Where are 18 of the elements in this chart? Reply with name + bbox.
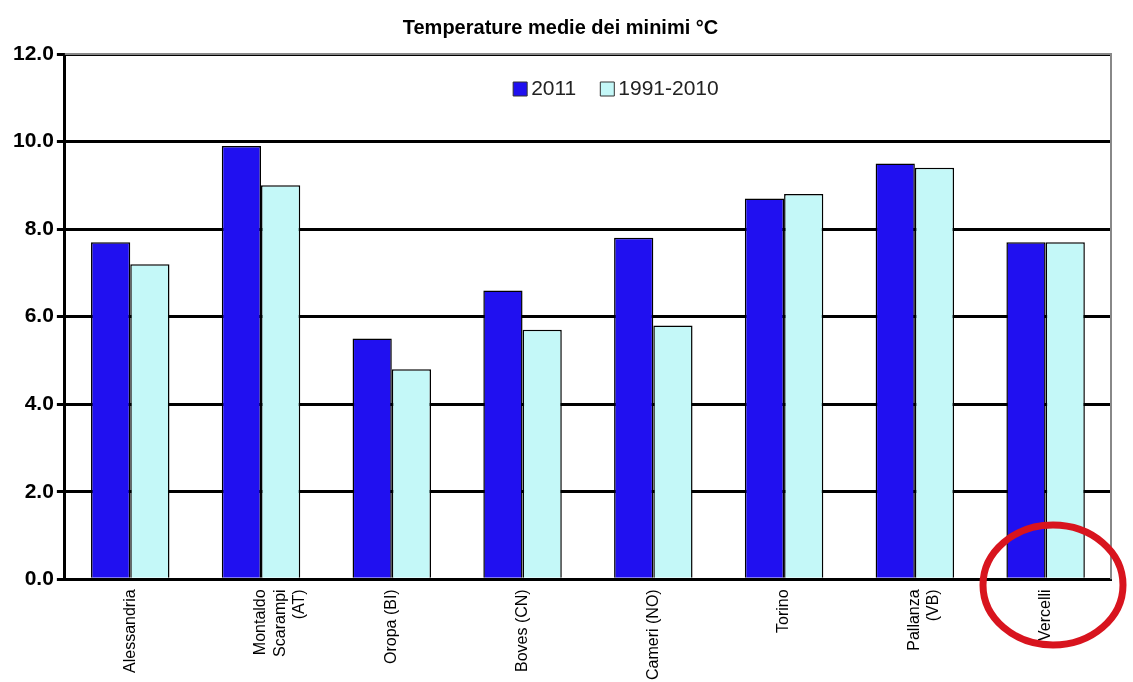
- y-tick-label: 0.0: [24, 566, 54, 590]
- x-tick-label: Torino: [774, 589, 792, 633]
- x-tick-label: Pallanza (VB): [905, 589, 942, 651]
- x-tick-label: Oropa (BI): [382, 589, 400, 665]
- y-tick-label: 2.0: [24, 478, 54, 502]
- y-tick-label: 4.0: [24, 391, 54, 415]
- legend-label: 1991-2010: [618, 75, 719, 99]
- x-tick-label: Alessandria: [120, 589, 138, 673]
- y-tick-label: 6.0: [24, 303, 54, 327]
- y-tick-label: 12.0: [13, 40, 54, 64]
- chart-title: Temperature medie dei minimi °C: [402, 15, 719, 38]
- y-tick-label: 10.0: [13, 128, 54, 152]
- x-tick-label: Vercelli: [1036, 589, 1054, 641]
- x-tick-label: Montaldo Scarampi (AT): [251, 589, 307, 657]
- x-tick-label: Boves (CN): [512, 589, 530, 673]
- y-tick-label: 8.0: [24, 215, 54, 239]
- legend-label: 2011: [531, 75, 577, 99]
- x-tick-label: Cameri (NO): [643, 589, 661, 681]
